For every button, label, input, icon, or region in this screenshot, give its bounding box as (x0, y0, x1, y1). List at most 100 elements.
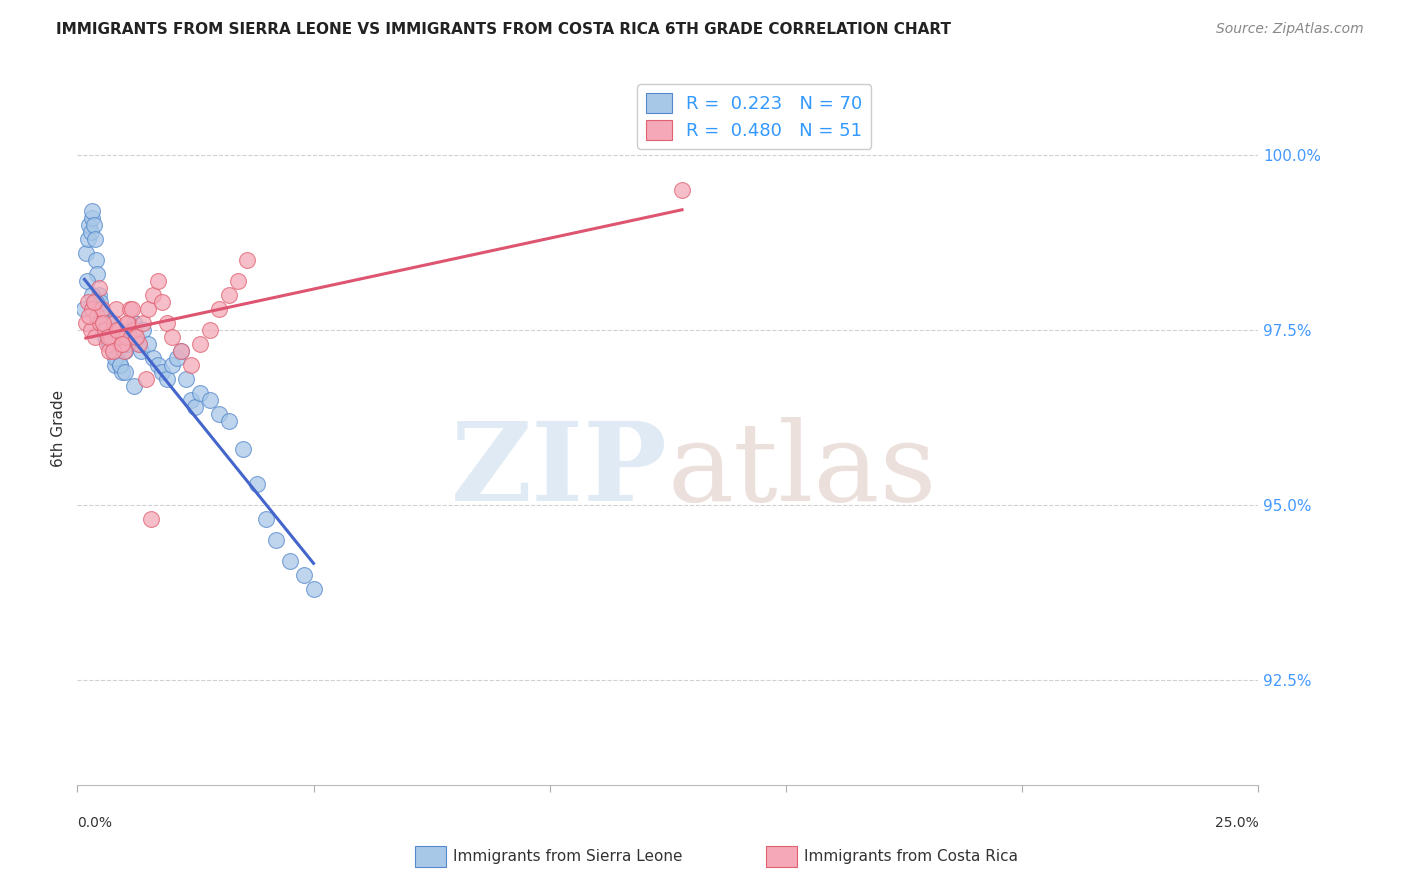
Point (142, 351, 165, 366)
Point (104, 351, 127, 366)
Point (236, 253, 259, 268)
Point (76, 232, 98, 246)
Point (671, 183, 693, 197)
Point (75, 316, 97, 330)
Point (97, 330, 120, 344)
Point (115, 337, 138, 351)
Point (142, 288, 165, 302)
Point (75, 246, 97, 260)
Point (80, 288, 103, 302)
Point (198, 323, 221, 337)
Point (97, 330, 120, 344)
Point (89, 316, 111, 330)
Point (128, 337, 150, 351)
Point (108, 323, 131, 337)
Point (218, 414, 240, 428)
Point (120, 302, 142, 317)
Point (77, 219, 100, 233)
Point (91, 323, 114, 337)
Text: ZIP: ZIP (451, 417, 668, 524)
Point (232, 442, 254, 457)
Text: Immigrants from Costa Rica: Immigrants from Costa Rica (804, 849, 1018, 863)
Point (110, 337, 132, 351)
Point (160, 358, 183, 372)
Point (114, 365, 136, 379)
Point (83, 219, 105, 233)
Point (180, 358, 202, 372)
Point (100, 337, 122, 351)
Point (150, 365, 173, 379)
Point (132, 316, 155, 330)
Point (160, 330, 183, 344)
Text: Source: ZipAtlas.com: Source: ZipAtlas.com (1216, 22, 1364, 37)
Point (93, 323, 115, 337)
Point (166, 351, 188, 366)
Point (91, 316, 114, 330)
Point (139, 512, 162, 526)
Point (156, 316, 179, 330)
Point (103, 316, 125, 330)
Point (76, 295, 98, 310)
Point (90, 302, 112, 317)
Point (105, 302, 128, 317)
Point (226, 274, 249, 288)
Point (83, 295, 105, 310)
Point (100, 330, 122, 344)
Point (114, 344, 136, 359)
Point (188, 386, 211, 401)
Point (101, 337, 124, 351)
Point (264, 533, 287, 547)
Point (188, 337, 211, 351)
Point (302, 582, 325, 596)
Point (156, 372, 179, 386)
Point (90, 316, 112, 330)
Point (278, 554, 301, 568)
Point (292, 568, 315, 582)
Point (82, 302, 104, 317)
Point (84, 330, 107, 344)
Point (218, 288, 240, 302)
Point (101, 344, 124, 359)
Point (108, 358, 131, 372)
Point (87, 281, 110, 295)
Point (136, 337, 159, 351)
Point (80, 211, 103, 226)
Point (96, 316, 118, 330)
Point (90, 302, 112, 317)
Point (208, 407, 231, 421)
Point (98, 344, 121, 359)
Point (146, 358, 169, 372)
Point (96, 337, 118, 351)
Point (174, 372, 197, 386)
Point (111, 365, 134, 379)
Point (184, 400, 207, 414)
Point (150, 295, 173, 310)
Text: atlas: atlas (668, 417, 938, 524)
Point (107, 323, 129, 337)
Point (170, 344, 193, 359)
Point (254, 512, 277, 526)
Point (198, 393, 221, 408)
Point (108, 358, 131, 372)
Point (208, 302, 231, 317)
Point (122, 323, 145, 337)
Point (118, 330, 141, 344)
Text: Immigrants from Sierra Leone: Immigrants from Sierra Leone (453, 849, 682, 863)
Point (121, 302, 143, 317)
Point (121, 323, 143, 337)
Point (89, 295, 111, 310)
Point (115, 316, 138, 330)
Point (93, 330, 115, 344)
Point (128, 337, 150, 351)
Point (87, 288, 110, 302)
Legend: R =  0.223   N = 70, R =  0.480   N = 51: R = 0.223 N = 70, R = 0.480 N = 51 (637, 84, 872, 149)
Text: 0.0%: 0.0% (77, 816, 112, 830)
Point (90, 310, 112, 324)
Point (112, 344, 135, 359)
Point (79, 225, 101, 239)
Point (180, 393, 202, 408)
Point (86, 267, 108, 281)
Point (73, 302, 96, 317)
Point (114, 330, 136, 344)
Point (122, 316, 145, 330)
